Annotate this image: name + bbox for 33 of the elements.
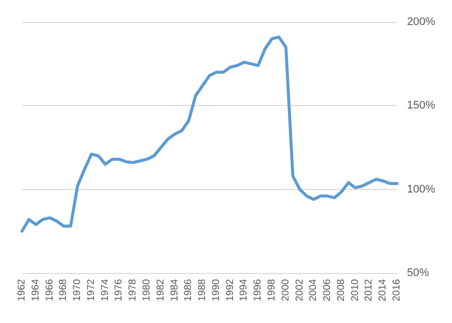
- x-tick-label: 2016: [392, 278, 402, 302]
- x-tick-label: 1968: [58, 278, 70, 302]
- x-tick-label: 1964: [30, 278, 42, 302]
- x-tick-label: 2014: [378, 278, 389, 302]
- x-tick-label: 2008: [336, 278, 347, 302]
- x-tick-label: 1988: [197, 278, 208, 302]
- x-tick-label: 1978: [128, 278, 139, 302]
- x-tick-label: 1986: [183, 278, 194, 302]
- x-tick-label: 1966: [44, 278, 56, 302]
- x-tick-label: 2010: [350, 278, 361, 302]
- x-tick-label: 1972: [86, 278, 97, 302]
- y-tick-label: 200%: [407, 16, 436, 28]
- x-tick-label: 2012: [364, 278, 375, 302]
- x-tick-label: 1996: [252, 278, 264, 302]
- x-tick-label: 2002: [294, 278, 306, 302]
- x-tick-label: 1974: [100, 278, 111, 302]
- x-tick-label: 1994: [238, 278, 250, 302]
- x-tick-label: 1982: [155, 278, 166, 302]
- x-tick-label: 1992: [224, 278, 236, 302]
- x-tick-label: 1990: [210, 278, 222, 302]
- x-tick-label: 1984: [169, 278, 180, 302]
- x-tick-label: 1976: [114, 278, 125, 302]
- x-tick-label: 1962: [16, 278, 28, 302]
- x-tick-label: 2006: [322, 278, 334, 302]
- line-series: [20, 36, 398, 233]
- y-tick-label: 50%: [407, 267, 430, 279]
- y-tick-label: 150%: [407, 100, 436, 112]
- x-tick-label: 1970: [72, 278, 84, 302]
- x-tick-label: 2004: [308, 278, 320, 302]
- x-tick-label: 2000: [280, 278, 292, 302]
- x-tick-label: 1980: [142, 278, 152, 302]
- x-tick-label: 1998: [266, 278, 278, 302]
- y-tick-label: 100%: [407, 183, 436, 196]
